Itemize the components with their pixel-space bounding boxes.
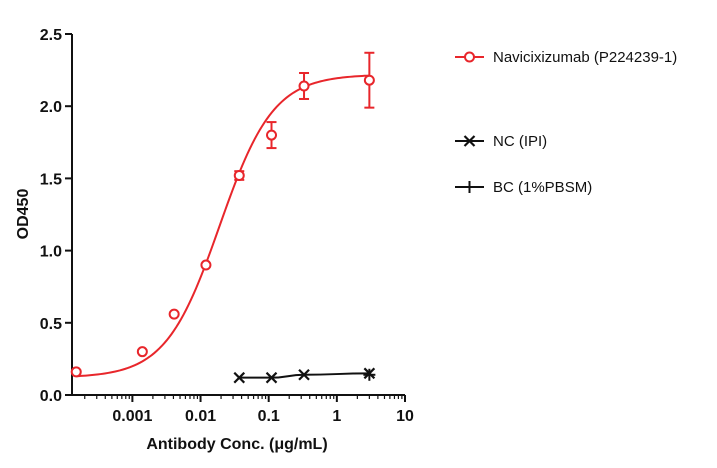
x-tick-label: 0.1 [258, 408, 280, 425]
legend-item-2: NC (IPI) [455, 133, 547, 150]
data-point [168, 308, 180, 320]
legend-item-1: Navicixizumab (P224239-1) [455, 49, 677, 66]
x-tick-label: 10 [396, 408, 414, 425]
fit-curve [239, 372, 370, 379]
x-axis-title: Antibody Conc. (μg/mL) [146, 436, 327, 453]
y-axis-ticks: 0.0 0.5 1.0 1.5 2.0 2.5 [40, 27, 72, 405]
x-axis-ticks: 0.001 0.01 0.1 1 10 [84, 395, 414, 425]
legend-marker [463, 135, 476, 147]
y-tick-label: 1.5 [40, 171, 62, 188]
data-point [200, 259, 212, 271]
data-point [266, 129, 278, 141]
y-tick-label: 0.5 [40, 316, 62, 333]
x-tick-label: 0.001 [112, 408, 152, 425]
legend-marker [463, 181, 476, 193]
y-tick-label: 1.0 [40, 244, 62, 261]
legend-label: Navicixizumab (P224239-1) [493, 49, 677, 66]
legend-marker [464, 51, 475, 63]
y-tick-label: 2.5 [40, 27, 62, 44]
legend: Navicixizumab (P224239-1) NC (IPI) BC (1%P… [455, 49, 677, 196]
data-point [265, 371, 278, 384]
data-point [363, 74, 375, 86]
series-1 [70, 51, 375, 378]
y-tick-label: 2.0 [40, 99, 62, 116]
data-point [136, 346, 148, 358]
series-3 [363, 368, 376, 381]
data-point [298, 80, 310, 92]
fit-curve [76, 74, 370, 378]
axes [71, 34, 405, 396]
y-axis-title: OD450 [15, 189, 32, 240]
y-tick-label: 0.0 [40, 388, 62, 405]
data-point [70, 366, 82, 378]
data-point [233, 170, 245, 182]
x-tick-label: 1 [332, 408, 341, 425]
data-point [233, 371, 246, 384]
series-2 [233, 367, 376, 384]
x-tick-label: 0.01 [185, 408, 216, 425]
series-layer [70, 51, 376, 384]
data-point [363, 368, 376, 381]
legend-item-3: BC (1%PBSM) [455, 179, 592, 196]
legend-label: NC (IPI) [493, 133, 547, 150]
legend-label: BC (1%PBSM) [493, 179, 592, 196]
data-point [298, 369, 310, 381]
